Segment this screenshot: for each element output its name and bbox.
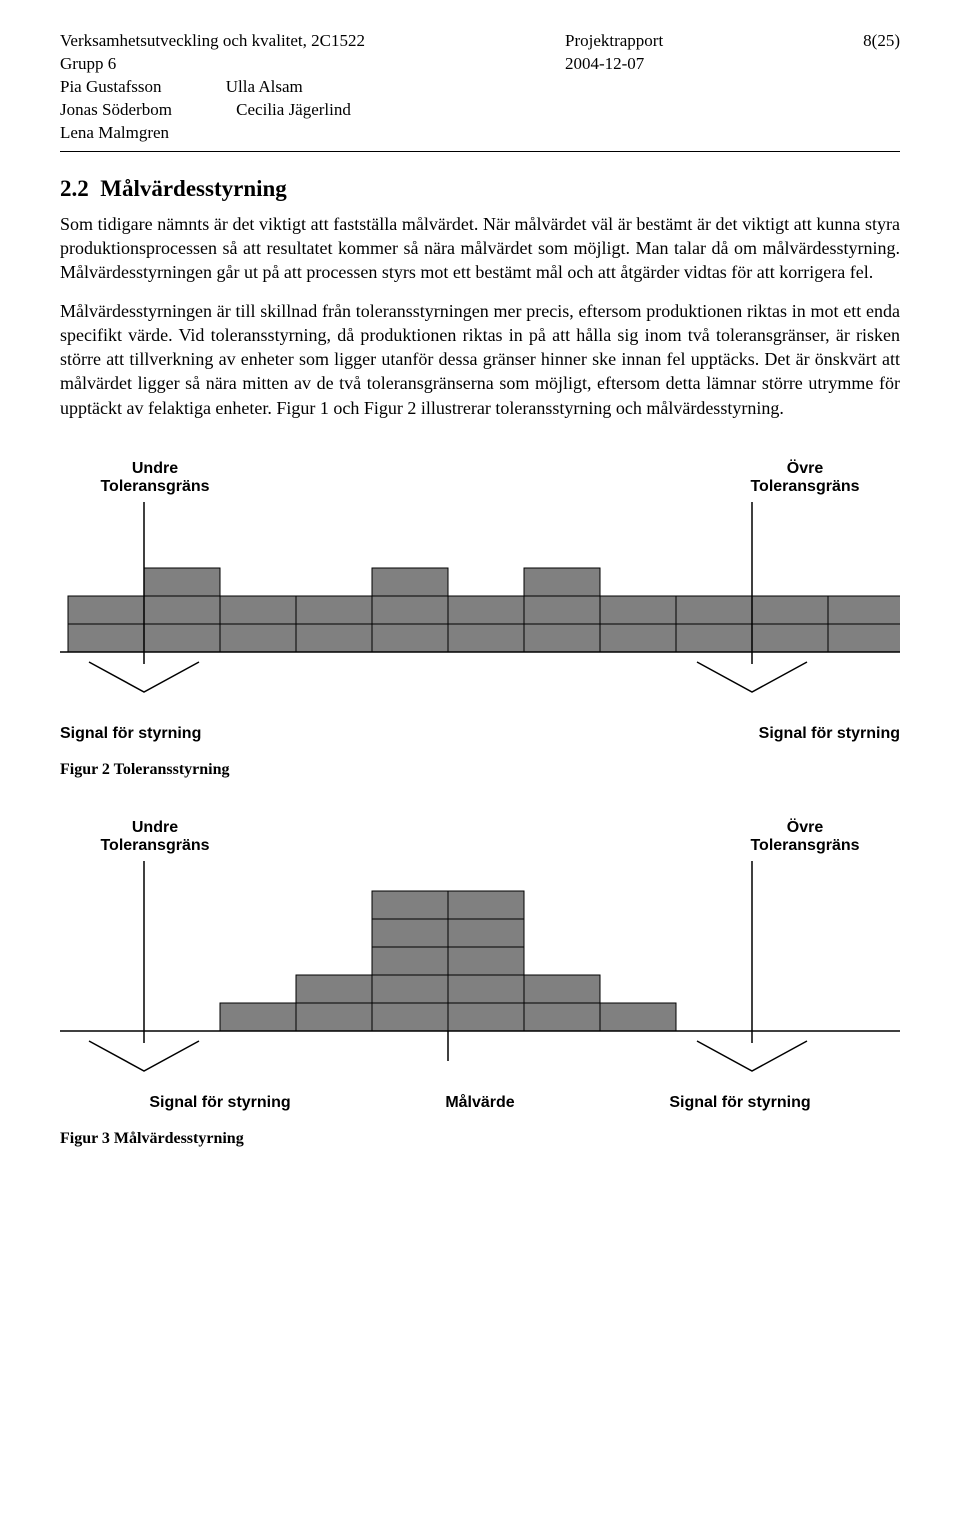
page-header: Verksamhetsutveckling och kvalitet, 2C15… [60, 30, 900, 145]
header-right: 8(25) [863, 30, 900, 145]
group: Grupp 6 [60, 54, 116, 73]
author: Jonas Söderbom [60, 100, 172, 119]
tolerance-label-left: Undre Toleransgräns [80, 460, 230, 496]
header-rule [60, 151, 900, 152]
author: Lena Malmgren [60, 123, 169, 142]
section-heading: 2.2 Målvärdesstyrning [60, 176, 900, 202]
section-number: 2.2 [60, 176, 89, 201]
tolerance-label-right: Övre Toleransgräns [730, 819, 880, 855]
figure-2-diagram [60, 502, 900, 712]
figure-3: Undre Toleransgräns Övre Toleransgräns S… [60, 819, 900, 1148]
figure-3-caption: Figur 3 Målvärdesstyrning [60, 1130, 900, 1148]
figure-2-caption: Figur 2 Toleransstyrning [60, 761, 900, 779]
course: Verksamhetsutveckling och kvalitet, 2C15… [60, 31, 365, 50]
report-date: 2004-12-07 [565, 53, 663, 76]
tolerance-label-left: Undre Toleransgräns [80, 819, 230, 855]
author: Cecilia Jägerlind [236, 99, 351, 122]
report-title: Projektrapport [565, 30, 663, 53]
signal-label-left: Signal för styrning [60, 725, 260, 743]
section-title: Målvärdesstyrning [100, 176, 287, 201]
page-number: 8(25) [863, 30, 900, 53]
malvarde-label: Målvärde [380, 1094, 580, 1112]
tolerance-label-right: Övre Toleransgräns [730, 460, 880, 496]
paragraph: Som tidigare nämnts är det viktigt att f… [60, 212, 900, 285]
author: Ulla Alsam [226, 76, 303, 99]
header-left: Verksamhetsutveckling och kvalitet, 2C15… [60, 30, 365, 145]
signal-label-right: Signal för styrning [700, 725, 900, 743]
figure-3-diagram [60, 861, 900, 1081]
header-mid: Projektrapport 2004-12-07 [565, 30, 663, 145]
signal-label-left: Signal för styrning [120, 1094, 320, 1112]
signal-label-right: Signal för styrning [640, 1094, 840, 1112]
author: Pia Gustafsson [60, 77, 162, 96]
figure-2: Undre Toleransgräns Övre Toleransgräns S… [60, 460, 900, 779]
paragraph: Målvärdesstyrningen är till skillnad frå… [60, 299, 900, 420]
